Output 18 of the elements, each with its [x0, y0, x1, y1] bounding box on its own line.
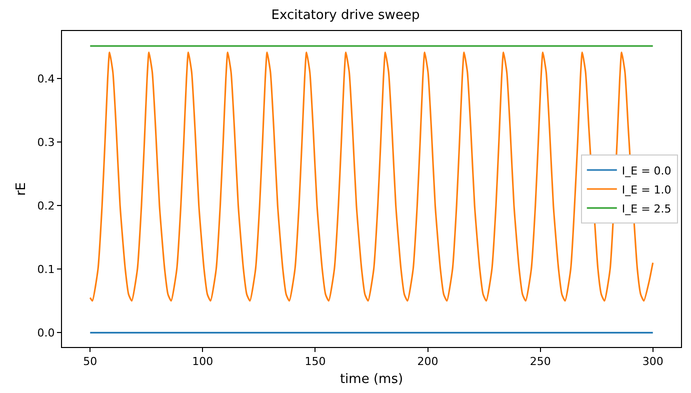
x-tick-label: 150 — [304, 355, 326, 368]
x-tick-label: 300 — [642, 355, 664, 368]
legend-label: I_E = 0.0 — [622, 164, 672, 178]
x-axis-title: time (ms) — [340, 372, 404, 387]
legend-label: I_E = 1.0 — [622, 183, 672, 196]
y-tick-label: 0.1 — [37, 262, 55, 276]
x-tick-label: 100 — [192, 355, 214, 368]
x-tick-label: 50 — [83, 355, 98, 368]
y-tick-label: 0.2 — [37, 199, 55, 212]
y-tick-label: 0.4 — [37, 72, 55, 86]
y-tick-label: 0.3 — [37, 136, 55, 149]
y-axis-title: rE — [14, 182, 30, 196]
x-tick-label: 250 — [530, 355, 551, 368]
y-tick-label: 0.0 — [37, 326, 55, 340]
legend-label: I_E = 2.5 — [622, 202, 672, 216]
chart-title: Excitatory drive sweep — [271, 8, 420, 23]
line-series — [89, 52, 654, 302]
x-tick-label: 200 — [417, 355, 438, 368]
